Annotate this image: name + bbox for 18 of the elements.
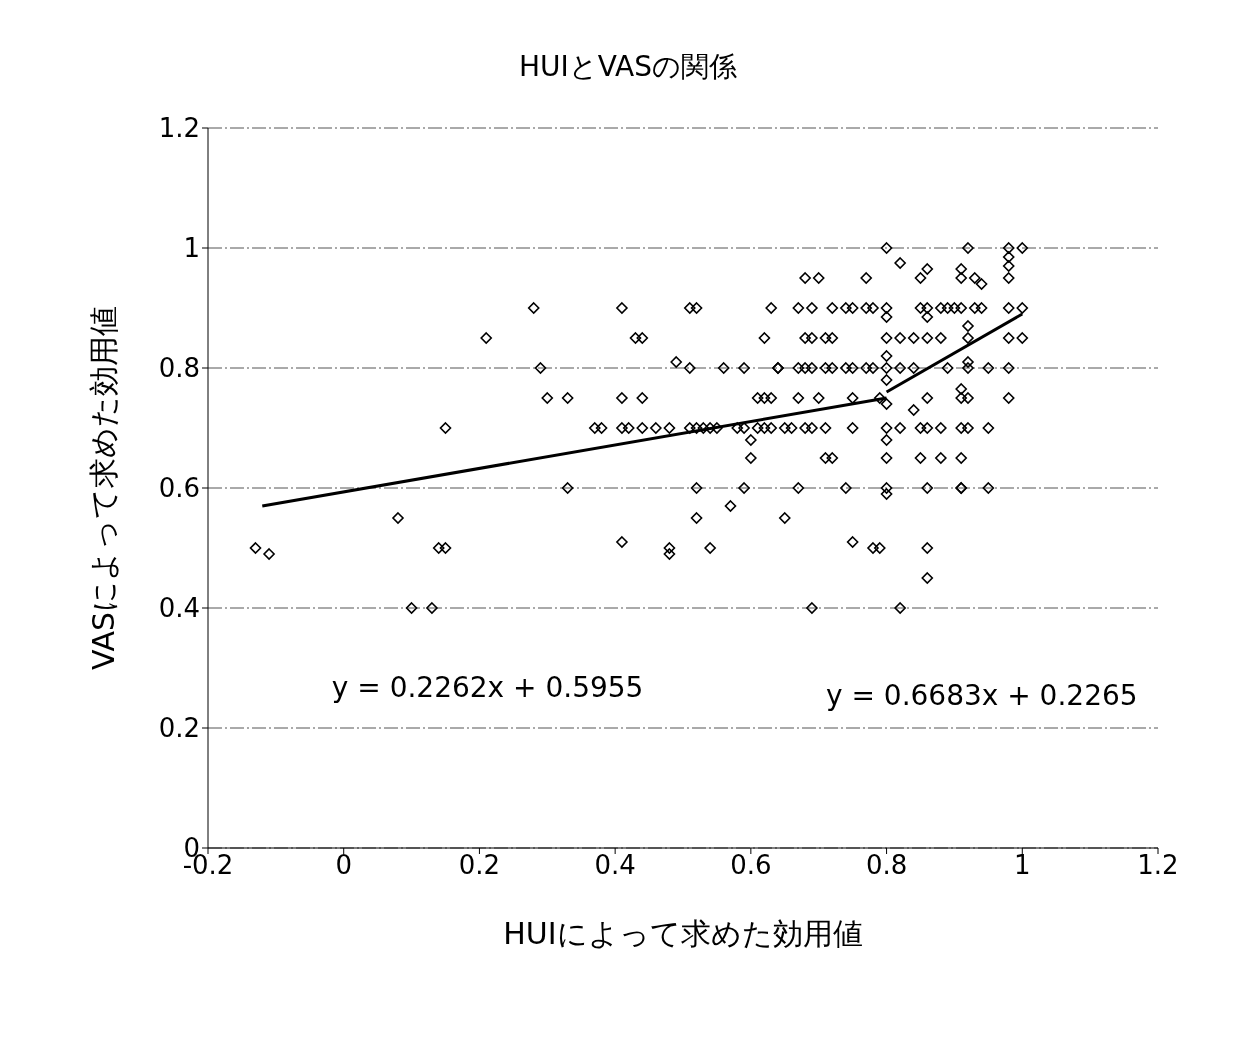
y-tick-label: 1 xyxy=(183,233,200,264)
x-tick-label: 0.2 xyxy=(458,850,501,881)
y-tick-label: 0.8 xyxy=(158,353,200,384)
annotation: y = 0.6683x + 0.2265 xyxy=(825,679,1138,713)
x-axis-title: HUIによって求めた効用値 xyxy=(503,916,863,952)
x-tick-label: 0.6 xyxy=(730,850,772,881)
x-tick-label: 0.4 xyxy=(594,850,636,881)
y-axis-title: VASによって求めた効用値 xyxy=(85,305,121,671)
x-tick-label: 1.2 xyxy=(1137,850,1179,881)
y-tick-label: 0.6 xyxy=(158,473,200,504)
y-tick-label: 0.4 xyxy=(158,593,200,624)
x-tick-label: 0.8 xyxy=(865,850,908,881)
x-tick-label: 1 xyxy=(1014,850,1031,881)
chart-title: HUIとVASの関係 xyxy=(517,49,739,85)
x-tick-label: 0 xyxy=(335,850,352,881)
y-tick-label: 1.2 xyxy=(158,113,200,144)
annotation: y = 0.2262x + 0.5955 xyxy=(331,671,644,705)
y-tick-label: 0.2 xyxy=(158,713,200,744)
